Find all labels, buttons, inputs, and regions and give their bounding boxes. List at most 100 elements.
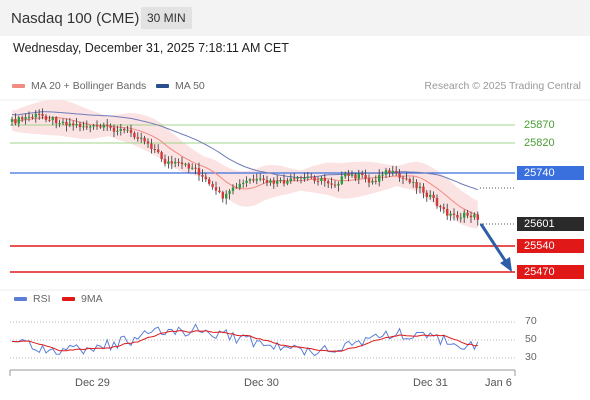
candle-body [204,176,207,180]
candle-body [150,143,153,150]
candle-body [214,187,218,191]
candle-body [184,163,187,165]
candle-body [197,168,201,176]
candle-body [146,141,150,144]
candle-body [38,113,41,115]
candle-body [265,179,269,183]
candle-body [187,163,190,169]
candle-body [133,132,136,138]
candle-body [415,181,418,189]
candle-body [112,127,116,132]
candle-body [299,177,303,179]
candle-body [371,180,374,183]
candle-body [405,178,408,180]
candle-body [123,128,126,131]
candle-body [106,124,109,126]
candle-body [296,177,299,179]
legend-rsi: RSI [14,293,51,305]
candle-body [119,128,122,131]
candle-body [310,176,313,178]
candle-body [418,186,422,189]
candle-body [109,125,112,128]
candle-body [157,149,160,153]
candle-body [201,175,204,177]
candle-body [75,123,78,126]
timeframe-badge[interactable]: 30 MIN [141,7,192,29]
candle-body [313,176,316,181]
candle-body [381,174,384,176]
candle-body [252,179,255,181]
candle-body [208,179,211,184]
candle-body [408,179,411,183]
candle-body [395,170,398,173]
candle-body [439,206,442,208]
x-label-jan6: Jan 6 [485,377,512,389]
candle-body [99,126,102,128]
candle-body [55,117,58,124]
candle-body [72,123,75,126]
candle-body [384,170,388,175]
candle-body [153,149,156,151]
rsi-tick-70: 70 [525,315,537,327]
candle-body [211,183,214,188]
candle-body [449,213,452,216]
candle-body [85,126,88,128]
candle-body [269,180,272,183]
instrument-title: Nasdaq 100 (CME) [11,10,140,27]
candle-body [143,137,146,142]
x-label-dec29: Dec 29 [75,377,110,389]
level-tag-pivot: 25740 [517,166,584,180]
candle-body [286,181,289,184]
candle-body [452,213,456,215]
candle-body [51,117,54,121]
candle-body [231,187,235,191]
candle-body [167,161,170,164]
ma20-swatch-icon [12,84,25,88]
candle-body [177,161,180,163]
candlestick-series [10,108,479,226]
candle-body [378,175,381,182]
candle-body [92,124,95,127]
candle-body [303,178,306,180]
candle-body [466,212,469,216]
candle-body [282,180,286,184]
candle-body [160,152,163,160]
candle-body [333,184,337,186]
bollinger-band [12,99,478,229]
candle-body [102,124,105,128]
candle-body [31,116,34,118]
rsi-tick-30: 30 [525,351,537,363]
candle-body [116,130,119,132]
candle-body [191,167,194,169]
candle-body [364,175,367,179]
candle-body [126,129,129,131]
legend-ma50: MA 50 [156,80,205,92]
candle-body [27,116,31,118]
candle-body [78,123,82,128]
candle-body [446,208,449,216]
candle-body [65,121,68,126]
candle-body [388,170,391,173]
candle-body [391,170,394,173]
legend-ma9: 9MA [62,293,103,305]
candle-body [129,129,133,133]
candle-body [425,192,428,197]
candle-body [429,194,432,197]
candle-body [463,212,466,218]
ma50-swatch-icon [156,84,169,88]
candle-body [10,119,14,122]
candle-body [337,183,340,186]
candle-body [327,181,330,184]
chart-header: Nasdaq 100 (CME) 30 MIN [0,0,590,36]
candle-body [276,180,279,184]
rsi-ma9-line [11,330,478,352]
level-tag-s1: 25540 [517,239,584,253]
candle-body [238,183,241,188]
candle-body [459,217,462,219]
candle-body [61,121,65,124]
candle-body [24,117,27,120]
level-tag-r2: 25870 [524,119,555,131]
legend-ma20: MA 20 + Bollinger Bands [12,80,146,92]
legend-rsi-label: RSI [33,293,51,305]
candle-body [242,182,245,184]
